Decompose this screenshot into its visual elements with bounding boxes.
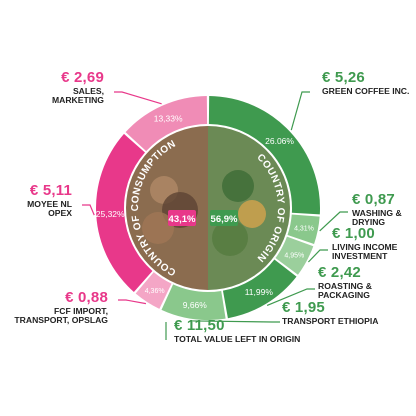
callout-7: € 2,69 SALES, MARKETING [48,69,104,105]
callout-2: € 1,00 LIVING INCOME INVESTMENT [332,225,410,261]
callout-0: € 5,26 GREEN COFFEE INC. [322,69,410,96]
slice-percent-labels: 26.06% 4,31% 4,95% 11,99% 9,66% 4,36% 25,32% 13… [96,113,314,310]
slice-percent-3: 11,99% [245,287,274,297]
slice-4 [161,284,226,321]
leader-line-2 [307,249,328,263]
slice-percent-7: 13,33% [154,113,183,123]
consumption-percent-badge-box [168,210,196,226]
callout-name: MOYEE NL OPEX [27,198,72,218]
summary-callout: € 11,50 TOTAL VALUE LEFT IN ORIGIN [174,317,301,344]
slice-percent-0: 26.06% [265,136,294,146]
callout-5: € 0,88 FCF IMPORT, TRANSPORT, OPSLAG [8,289,108,325]
callout-6: € 5,11 MOYEE NL OPEX [8,182,72,218]
origin-percent-badge-box [210,210,238,226]
photo-shape-5 [212,220,248,256]
slice-2 [275,236,314,275]
callout-name: LIVING INCOME INVESTMENT [332,241,398,261]
callout-name: FCF IMPORT, TRANSPORT, OPSLAG [14,305,108,325]
origin-percent-badge: 56,9% [211,214,238,225]
callout-amount: € 0,87 [352,191,395,208]
slice-percent-1: 4,31% [294,226,314,233]
leader-line-3 [266,288,315,307]
callout-name: SALES, MARKETING [51,85,104,105]
callout-amount: € 2,69 [61,69,104,86]
leader-line-1 [319,211,348,232]
callout-amount: € 2,42 [318,264,361,281]
callout-amount: € 1,00 [332,225,375,242]
leader-line-7 [114,91,162,105]
leader-line-5 [118,299,147,305]
outer-ring [95,96,320,321]
photo-shape-2 [142,212,174,244]
callout-name: TRANSPORT ETHIOPIA [282,315,379,326]
summary-name: TOTAL VALUE LEFT IN ORIGIN [174,333,301,344]
slice-1 [287,214,320,245]
callout-amount: € 5,26 [322,69,365,86]
photo-shape-3 [222,170,254,202]
callout-1: € 0,87 WASHING & DRYING [352,191,410,227]
leader-line-0 [290,91,310,131]
photo-shape-4 [238,200,266,228]
slice-5 [135,272,172,309]
leader-line-4 [192,320,280,323]
slice-percent-5: 4,36% [145,288,165,295]
leader-lines [82,91,348,340]
slice-0 [208,96,320,215]
slice-percent-4: 9,66% [183,300,208,310]
callout-name: ROASTING & PACKAGING [318,280,372,300]
callout-4: € 1,95 TRANSPORT ETHIOPIA [282,299,410,326]
callout-amount: € 1,95 [282,299,325,316]
callout-amount: € 5,11 [29,182,72,199]
inner-photo-circle: 43,1% 56,9% [126,126,290,290]
callout-name: GREEN COFFEE INC. [322,85,410,96]
slice-percent-6: 25,32% [96,209,125,219]
summary-amount: € 11,50 [174,317,225,334]
leader-line-6 [82,204,95,216]
callout-3: € 2,42 ROASTING & PACKAGING [318,264,410,300]
slice-6 [95,133,153,292]
consumption-percent-badge: 43,1% [169,214,196,225]
callout-name: WASHING & DRYING [352,207,402,227]
callout-amount: € 0,88 [65,289,108,306]
slice-percent-2: 4,95% [284,252,304,259]
slice-3 [222,259,297,319]
slice-7 [125,96,208,152]
